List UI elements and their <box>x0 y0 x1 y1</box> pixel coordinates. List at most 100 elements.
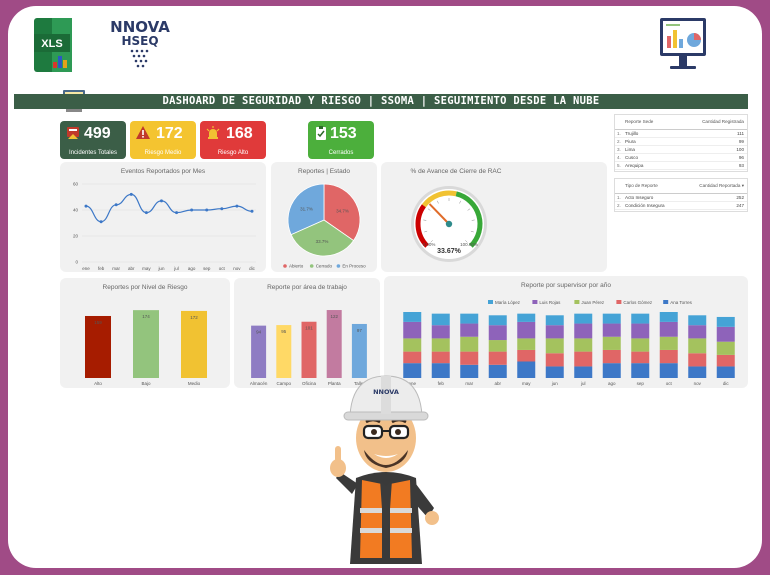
gauge-max-label: 100.00% <box>460 242 478 247</box>
tipo-reporte-table: Tipo de Reporte Cantidad Reportada ▾ 1. A… <box>614 178 748 212</box>
stacked-bar-segment <box>688 315 707 326</box>
table-row[interactable]: 1. Trujillo 111 <box>615 129 747 138</box>
legend-label: Luis Rojas <box>539 300 561 305</box>
bar-value-label: 122 <box>330 314 338 319</box>
data-point <box>159 199 163 203</box>
stacked-bar-segment <box>659 336 678 350</box>
table-row[interactable]: 4. Cusco 96 <box>615 153 747 162</box>
row-label: Condición Insegura <box>623 201 679 210</box>
x-tick-label: may <box>142 266 151 271</box>
stacked-bar-segment <box>403 312 422 322</box>
x-tick-label: sep <box>203 266 211 271</box>
x-tick-label: dic <box>723 381 730 386</box>
data-point <box>205 208 209 212</box>
legend-marker <box>283 264 287 268</box>
warning-icon <box>136 126 150 139</box>
x-tick-label: jul <box>580 381 586 386</box>
row-label: Acto Inseguro <box>623 193 679 202</box>
table-header[interactable]: Reporte Sede <box>615 115 671 130</box>
legend-label: Juan Pérez <box>581 300 605 305</box>
x-tick-label: abr <box>494 381 501 386</box>
bar-value-label: 97 <box>357 328 363 333</box>
kpi-label: Riesgo Medio <box>144 150 182 156</box>
status-pie-chart[interactable]: 34.7% 33.7% 31.7% Abierto Cerrado En Proceso <box>271 162 377 272</box>
bar-value-label: 174 <box>142 314 150 319</box>
kpi-riesgo-alto[interactable]: 168 Riesgo Alto <box>200 121 266 159</box>
kpi-riesgo-medio[interactable]: 172 Riesgo Medio <box>130 121 196 159</box>
legend-label: Cerrado <box>316 264 333 269</box>
kpi-incidentes-totales[interactable]: 499 Incidentes Totales <box>60 121 126 159</box>
row-value: 96 <box>670 153 747 162</box>
legend-marker <box>336 264 341 268</box>
table-row[interactable]: 2. Piura 99 <box>615 137 747 146</box>
xls-label: XLS <box>41 38 62 50</box>
x-tick-label: mar <box>465 381 473 386</box>
x-tick-label: oct <box>666 381 673 386</box>
table-header[interactable]: Cantidad Reportada ▾ <box>678 179 747 194</box>
row-index: 3. <box>615 145 623 154</box>
sort-desc-icon[interactable]: ▾ <box>741 182 744 188</box>
stacked-bar-segment <box>716 326 735 342</box>
bar <box>326 310 342 378</box>
x-tick-label: nov <box>694 381 702 386</box>
kpi-value: 499 <box>84 125 111 142</box>
table-header[interactable]: Tipo de Reporte <box>615 179 679 194</box>
stacked-bar-segment <box>488 315 507 326</box>
clipboard-check-icon <box>316 126 326 140</box>
data-point <box>175 211 179 215</box>
logo-line-1: NNOVA <box>110 18 170 36</box>
stacked-bar-segment <box>431 325 450 339</box>
x-tick-label: Almacén <box>250 381 268 386</box>
stacked-bar-segment <box>431 338 450 352</box>
gauge-tick <box>436 200 439 204</box>
bar-value-label: 95 <box>281 329 287 334</box>
stacked-bar-segment <box>403 338 422 352</box>
x-tick-label: Bajo <box>141 381 151 386</box>
x-tick-label: ene <box>82 266 90 271</box>
row-value: 100 <box>670 145 747 154</box>
nnova-hseq-logo: NNOVA HSEQ <box>100 18 180 74</box>
x-tick-label: abr <box>128 266 135 271</box>
sede-table: Reporte Sede Cantidad Registrada 1. Truji… <box>614 114 748 172</box>
data-point <box>220 207 224 211</box>
stacked-bar-segment <box>517 349 536 362</box>
x-tick-label: Medio <box>188 381 201 386</box>
stacked-bar-segment <box>574 313 593 324</box>
kpi-value: 153 <box>330 125 357 142</box>
legend-label: María López <box>495 300 521 305</box>
supervisor-stacked-chart[interactable]: ene feb mar abr may jun jul ago sep oct nov dic Marí… <box>384 276 748 388</box>
events-line-chart[interactable]: 0 20 40 60 ene feb mar abr may jun jul ago sep oct nov… <box>60 162 266 272</box>
gauge-tick <box>467 208 471 211</box>
table-header[interactable]: Cantidad Registrada <box>670 115 747 130</box>
risk-chart-title: Reportes por Nivel de Riesgo <box>102 284 188 291</box>
x-tick-label: feb <box>438 381 445 386</box>
row-index: 2. <box>615 137 623 146</box>
legend-marker <box>532 300 538 304</box>
excel-file-icon[interactable]: XLS <box>32 16 76 74</box>
stacked-bar-segment <box>659 312 678 322</box>
stacked-bar-segment <box>517 338 536 350</box>
risk-bar-chart[interactable]: 159 Alto 174 Bajo 172 Medio <box>60 278 230 388</box>
table-row[interactable]: 5. Arequipa 93 <box>615 161 747 170</box>
table-header-label: Cantidad Reportada <box>699 182 741 188</box>
bar <box>351 323 367 378</box>
table-row[interactable]: 2. Condición Insegura 247 <box>615 201 747 210</box>
row-value: 111 <box>670 129 747 138</box>
supervisor-chart-card: Reporte por supervisor por año ene feb mar… <box>384 276 748 388</box>
x-tick-label: jul <box>173 266 179 271</box>
row-value: 247 <box>678 201 747 210</box>
stacked-bar-segment <box>659 363 678 378</box>
data-point <box>250 209 254 213</box>
kpi-cerrados[interactable]: 153 Cerrados <box>308 121 374 159</box>
stacked-bar-segment <box>517 361 536 378</box>
stacked-bar-segment <box>631 351 650 364</box>
table-row[interactable]: 1. Acto Inseguro 252 <box>615 193 747 202</box>
table-row[interactable]: 3. Lima 100 <box>615 145 747 154</box>
legend-marker <box>616 300 622 304</box>
x-tick-label: feb <box>98 266 105 271</box>
area-bar-chart[interactable]: 94 Almacén 95 Campo 101 Oficina 122 Planta 97 Tal… <box>234 278 380 388</box>
dashboard-frame: XLS NNOVA HSEQ <box>8 6 762 568</box>
pie-slice <box>290 219 355 257</box>
stacked-bar-segment <box>602 313 621 324</box>
legend-marker <box>574 300 580 304</box>
